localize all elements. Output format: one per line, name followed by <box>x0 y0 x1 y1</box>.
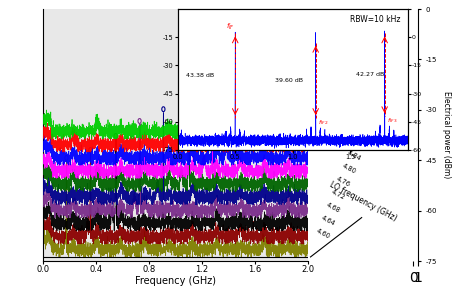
Text: $f_{IF}$: $f_{IF}$ <box>226 21 235 32</box>
Text: 4.88: 4.88 <box>351 136 367 148</box>
Text: $f_{IF2}$: $f_{IF2}$ <box>318 118 328 127</box>
Text: RBW=10 kHz: RBW=10 kHz <box>350 15 401 24</box>
Text: 4.84: 4.84 <box>346 149 362 161</box>
Text: 4.76: 4.76 <box>336 176 352 188</box>
Text: $f_{IF3}$: $f_{IF3}$ <box>387 116 397 125</box>
Text: 43.38 dB: 43.38 dB <box>186 73 214 78</box>
Text: 42.27 dB: 42.27 dB <box>356 72 384 77</box>
Text: LO frequency (GHz): LO frequency (GHz) <box>328 180 399 223</box>
Text: 4.60: 4.60 <box>315 228 331 240</box>
Text: 4.96: 4.96 <box>362 110 377 122</box>
Text: 4.72: 4.72 <box>330 189 346 201</box>
Text: 4.92: 4.92 <box>356 123 372 135</box>
Text: 4.64: 4.64 <box>320 215 336 227</box>
Text: 4.68: 4.68 <box>325 202 341 214</box>
Y-axis label: Electrical power (dBm): Electrical power (dBm) <box>442 92 451 178</box>
X-axis label: Frequency (GHz): Frequency (GHz) <box>135 276 216 286</box>
Text: 4.80: 4.80 <box>341 162 357 175</box>
Text: 39.60 dB: 39.60 dB <box>275 78 303 83</box>
